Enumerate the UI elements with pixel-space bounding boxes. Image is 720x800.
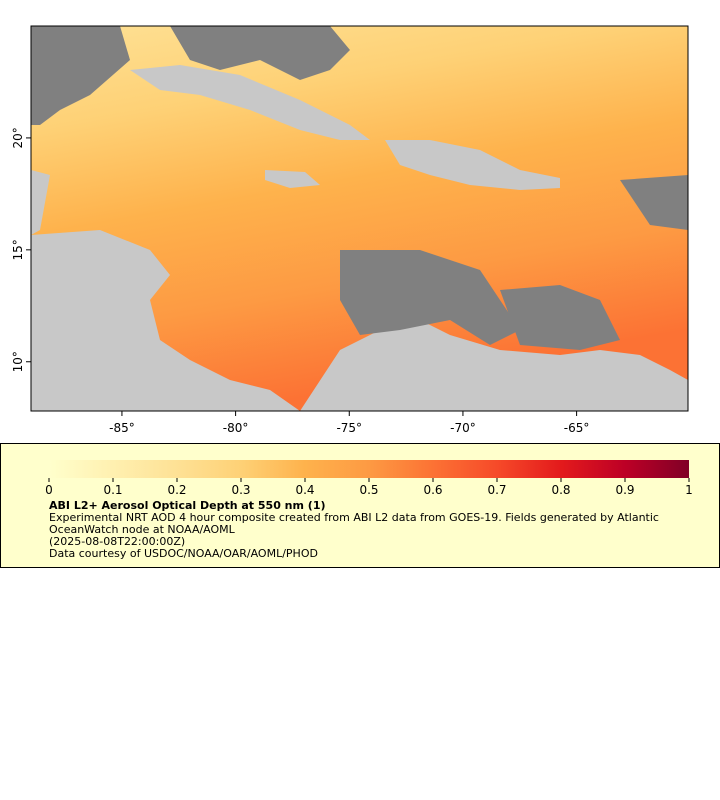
south-america: [300, 320, 688, 411]
colorbar-tick-label: 0.8: [551, 483, 570, 497]
x-tick-label: -70°: [450, 421, 476, 435]
legend-time: (2025-08-08T22:00:00Z): [49, 535, 186, 548]
y-tick-label: 20°: [11, 127, 25, 148]
x-tick-label: -65°: [564, 421, 590, 435]
map-frame: [30, 25, 689, 412]
colorbar-tick-label: 1: [685, 483, 693, 497]
hispaniola: [385, 140, 560, 190]
legend-text: ABI L2+ Aerosol Optical Depth at 550 nm …: [49, 500, 689, 560]
x-tick-label: -80°: [223, 421, 249, 435]
legend-panel: 0 0.1 0.2 0.3 0.4 0.5 0.6 0.7 0.8 0.9 1 ABI L2+ Ae…: [0, 443, 720, 568]
cuba: [130, 65, 370, 140]
colorbar-tick-label: 0.7: [487, 483, 506, 497]
legend-title: ABI L2+ Aerosol Optical Depth at 550 nm …: [49, 499, 326, 512]
no-data-region: [500, 285, 620, 350]
no-data-region: [31, 26, 130, 125]
x-tick-label: -75°: [336, 421, 362, 435]
colorbar-tick-label: 0.5: [359, 483, 378, 497]
legend-credit: Data courtesy of USDOC/NOAA/OAR/AOML/PHO…: [49, 547, 318, 560]
no-data-region: [620, 175, 688, 230]
legend-description: Experimental NRT AOD 4 hour composite cr…: [49, 511, 659, 536]
colorbar-tick-label: 0.9: [615, 483, 634, 497]
y-tick-label: 15°: [11, 239, 25, 260]
central-america: [31, 230, 300, 411]
no-data-region: [170, 26, 350, 80]
land-mask: [31, 26, 688, 411]
colorbar: 0 0.1 0.2 0.3 0.4 0.5 0.6 0.7 0.8 0.9 1: [45, 460, 693, 497]
colorbar-tick-label: 0.6: [423, 483, 442, 497]
colorbar-tick-label: 0.2: [167, 483, 186, 497]
colorbar-scale: [49, 460, 689, 478]
colorbar-tick-label: 0.4: [295, 483, 314, 497]
y-tick-label: 10°: [11, 351, 25, 372]
yucatan: [31, 170, 50, 235]
map-figure: -85° -80° -75° -70° -65° 10° 15° 20°: [11, 25, 689, 435]
colorbar-tick-label: 0.3: [231, 483, 250, 497]
colorbar-tick-label: 0: [45, 483, 53, 497]
x-tick-label: -85°: [109, 421, 135, 435]
no-data-region: [340, 250, 520, 345]
colorbar-tick-label: 0.1: [103, 483, 122, 497]
jamaica: [265, 170, 320, 188]
